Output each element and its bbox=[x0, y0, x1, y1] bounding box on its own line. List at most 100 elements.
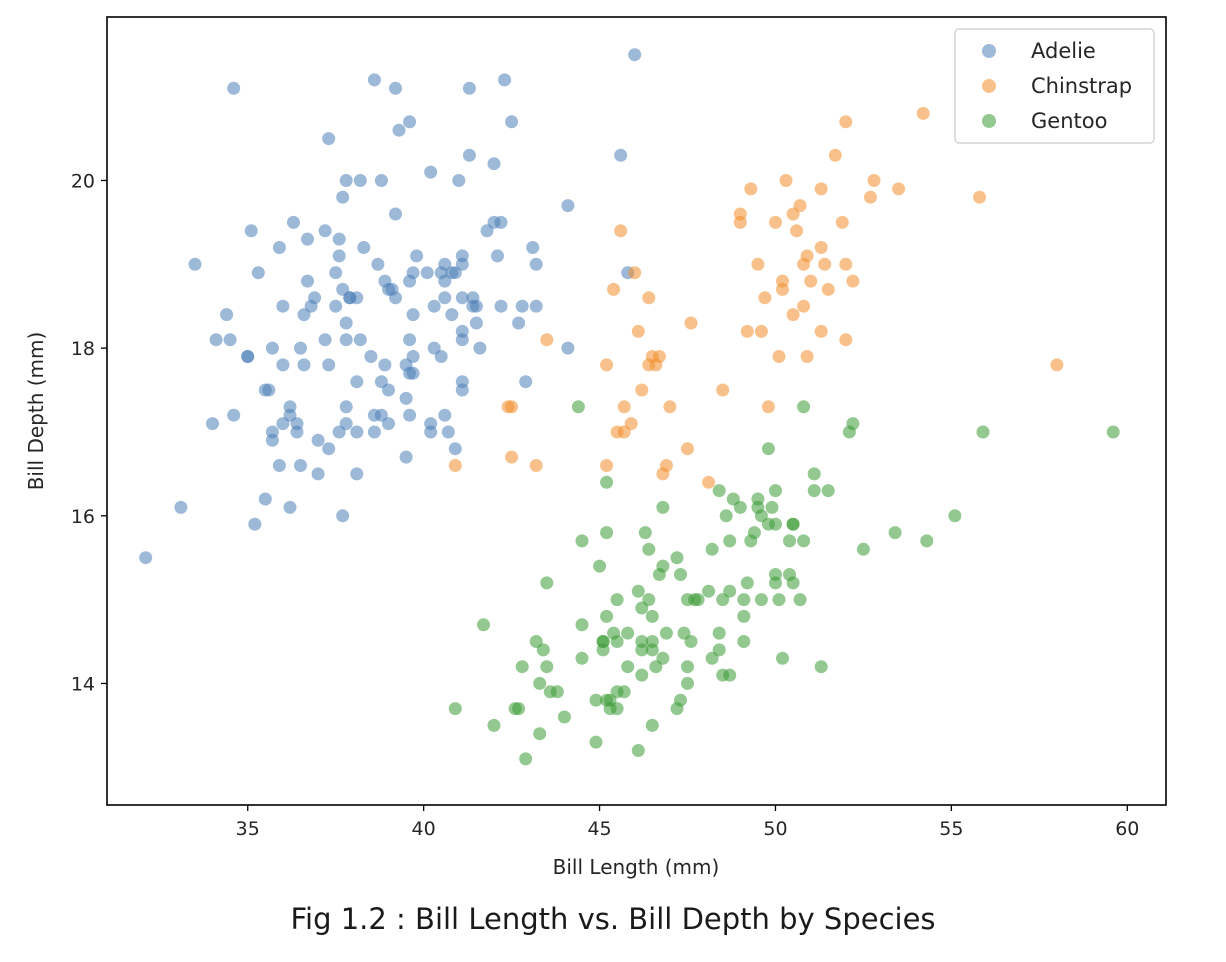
point-chinstrap bbox=[740, 324, 754, 338]
point-gentoo bbox=[716, 668, 730, 682]
point-adelie bbox=[628, 48, 642, 62]
y-tick-label: 16 bbox=[71, 506, 95, 528]
point-gentoo bbox=[621, 660, 635, 674]
x-axis-label: Bill Length (mm) bbox=[553, 855, 720, 879]
point-gentoo bbox=[712, 643, 726, 657]
point-chinstrap bbox=[642, 358, 656, 372]
point-gentoo bbox=[600, 609, 614, 623]
point-gentoo bbox=[571, 400, 585, 414]
points-layer bbox=[139, 48, 1120, 766]
point-adelie bbox=[494, 299, 508, 313]
y-tick-label: 14 bbox=[71, 673, 95, 695]
point-chinstrap bbox=[529, 459, 543, 472]
point-gentoo bbox=[920, 534, 934, 548]
point-adelie bbox=[526, 241, 540, 254]
point-adelie bbox=[350, 375, 364, 389]
point-adelie bbox=[561, 341, 575, 355]
point-adelie bbox=[297, 358, 311, 372]
point-adelie bbox=[374, 174, 388, 187]
point-gentoo bbox=[681, 676, 694, 690]
point-adelie bbox=[265, 425, 279, 439]
point-chinstrap bbox=[600, 358, 614, 372]
point-gentoo bbox=[550, 685, 564, 699]
point-chinstrap bbox=[828, 148, 842, 162]
point-chinstrap bbox=[846, 274, 860, 288]
point-chinstrap bbox=[448, 459, 462, 472]
point-gentoo bbox=[702, 584, 716, 598]
point-chinstrap bbox=[733, 207, 747, 221]
point-gentoo bbox=[677, 626, 691, 640]
point-adelie bbox=[469, 299, 483, 313]
point-adelie bbox=[403, 115, 417, 129]
point-gentoo bbox=[557, 710, 571, 724]
point-chinstrap bbox=[663, 400, 677, 414]
point-chinstrap bbox=[818, 257, 832, 271]
point-gentoo bbox=[631, 584, 645, 598]
point-chinstrap bbox=[635, 383, 649, 397]
point-chinstrap bbox=[642, 291, 656, 305]
point-adelie bbox=[332, 232, 346, 246]
point-adelie bbox=[462, 148, 476, 162]
point-adelie bbox=[399, 450, 413, 464]
point-adelie bbox=[498, 73, 512, 87]
point-gentoo bbox=[477, 618, 490, 632]
point-adelie bbox=[343, 291, 357, 305]
point-chinstrap bbox=[821, 282, 835, 296]
point-gentoo bbox=[600, 526, 614, 540]
point-adelie bbox=[455, 249, 469, 263]
point-adelie bbox=[283, 500, 297, 514]
point-adelie bbox=[410, 249, 424, 263]
point-gentoo bbox=[659, 626, 673, 640]
point-gentoo bbox=[600, 693, 614, 707]
point-chinstrap bbox=[617, 400, 631, 414]
point-gentoo bbox=[737, 609, 751, 623]
point-adelie bbox=[529, 257, 543, 271]
point-adelie bbox=[389, 291, 402, 305]
point-chinstrap bbox=[839, 333, 853, 347]
point-adelie bbox=[353, 174, 367, 187]
point-adelie bbox=[322, 132, 336, 146]
point-gentoo bbox=[797, 534, 811, 548]
point-adelie bbox=[318, 224, 332, 238]
point-gentoo bbox=[533, 727, 547, 741]
point-adelie bbox=[276, 299, 290, 313]
legend-label-chinstrap: Chinstrap bbox=[1031, 74, 1132, 98]
point-adelie bbox=[248, 517, 262, 531]
point-gentoo bbox=[793, 593, 807, 607]
point-chinstrap bbox=[916, 106, 930, 120]
point-adelie bbox=[339, 400, 353, 414]
point-gentoo bbox=[769, 484, 782, 498]
point-adelie bbox=[265, 341, 279, 355]
point-adelie bbox=[367, 408, 381, 422]
point-adelie bbox=[406, 366, 420, 380]
point-adelie bbox=[251, 266, 265, 280]
point-gentoo bbox=[512, 702, 526, 716]
point-adelie bbox=[452, 174, 466, 187]
point-adelie bbox=[438, 291, 452, 305]
x-tick-label: 40 bbox=[412, 818, 436, 840]
point-gentoo bbox=[772, 593, 786, 607]
ticks-layer: 35 40 45 50 55 60 14 16 18 20 bbox=[71, 170, 1140, 840]
scatter-plot: 35 40 45 50 55 60 14 16 18 20 Bill Length (mm) Bi… bbox=[24, 16, 1167, 879]
point-adelie bbox=[399, 391, 413, 405]
point-adelie bbox=[378, 358, 392, 372]
point-adelie bbox=[382, 417, 395, 431]
point-gentoo bbox=[681, 660, 694, 674]
point-adelie bbox=[297, 308, 311, 322]
point-chinstrap bbox=[769, 215, 782, 229]
point-adelie bbox=[364, 350, 378, 363]
point-gentoo bbox=[705, 542, 719, 556]
point-adelie bbox=[258, 492, 272, 506]
point-gentoo bbox=[786, 517, 800, 531]
point-adelie bbox=[220, 308, 234, 322]
point-chinstrap bbox=[797, 299, 811, 313]
point-gentoo bbox=[751, 500, 765, 514]
point-chinstrap bbox=[758, 291, 772, 305]
point-gentoo bbox=[846, 417, 860, 431]
point-adelie bbox=[494, 215, 508, 229]
point-adelie bbox=[427, 299, 441, 313]
point-adelie bbox=[371, 257, 385, 271]
point-chinstrap bbox=[814, 182, 828, 196]
point-gentoo bbox=[761, 442, 775, 456]
point-adelie bbox=[336, 509, 350, 523]
